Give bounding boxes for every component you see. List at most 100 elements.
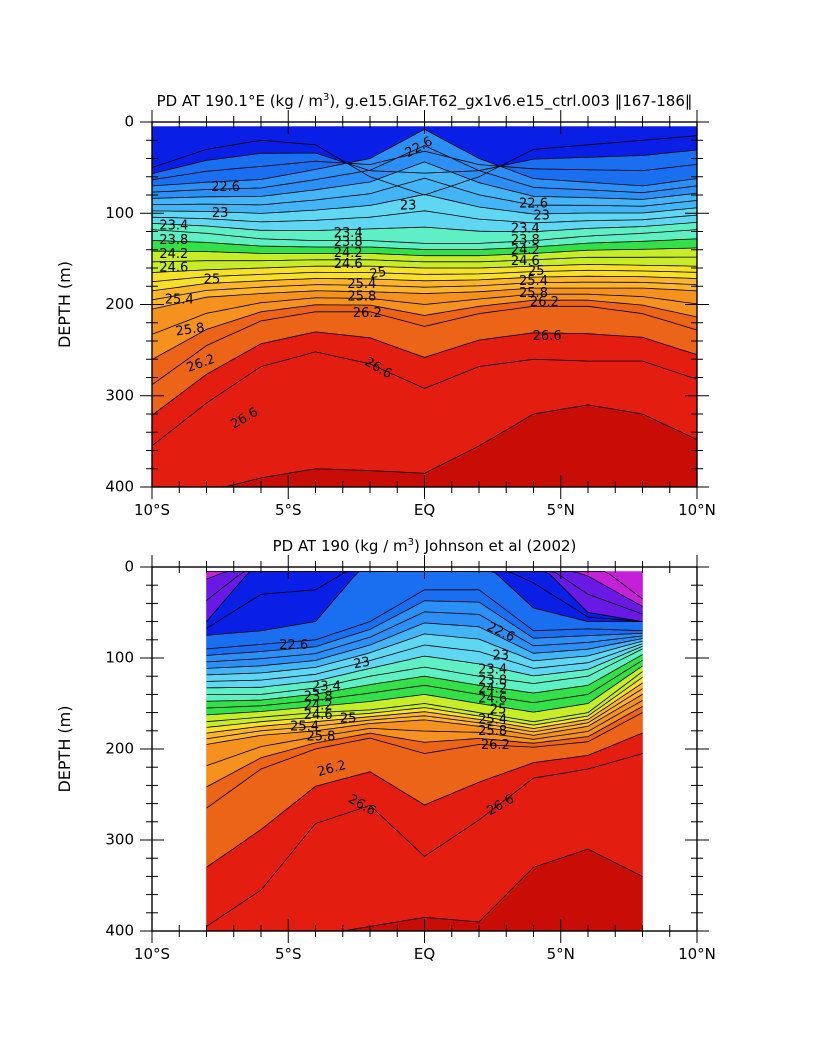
contour-label: 23.4 <box>478 662 507 677</box>
contour-label: 25.8 <box>347 290 376 305</box>
contour-line <box>152 293 697 335</box>
contour-label: 23 <box>533 208 550 223</box>
contour-line <box>152 305 697 386</box>
x-tick-label: 10°S <box>134 945 170 963</box>
contour-label: 26.2 <box>316 758 348 780</box>
contour-line <box>206 659 643 709</box>
contour-label: 23.8 <box>478 673 507 688</box>
x-tick-label: 5°N <box>547 945 575 963</box>
x-tick-label: 5°S <box>275 501 302 519</box>
contour-label: 25.4 <box>290 720 319 735</box>
contour-label: 25.4 <box>519 274 548 289</box>
contour-line <box>206 671 643 723</box>
contour-label: 25 <box>528 264 545 279</box>
contour-label: 23.4 <box>511 221 540 236</box>
contour-line <box>152 222 697 233</box>
contour-label: 22.6 <box>211 180 240 195</box>
contour-line <box>152 275 697 292</box>
contour-line <box>152 247 697 257</box>
contour-line <box>206 676 643 728</box>
contour-line <box>206 753 643 927</box>
x-tick-label: 5°S <box>275 945 302 963</box>
contour-label: 23 <box>400 198 417 213</box>
contour-label: 25.8 <box>519 286 548 301</box>
contour-line <box>206 700 643 767</box>
y-tick-label: 0 <box>124 558 134 576</box>
contour-line <box>152 194 697 215</box>
contour-line <box>152 263 697 273</box>
contour-label: 25.4 <box>165 292 194 307</box>
y-tick-label: 100 <box>105 649 134 667</box>
y-axis-label: DEPTH (m) <box>55 705 74 792</box>
contour-line <box>152 150 697 181</box>
contour-label: 25.8 <box>175 321 206 340</box>
y-tick-label: 200 <box>105 740 134 758</box>
contour-label: 25 <box>204 272 221 287</box>
x-tick-label: 10°N <box>678 945 716 963</box>
contour-line <box>206 643 643 682</box>
plot-area: 22.6 22.623 2323.423.423.823.824.224.224.6… <box>206 571 643 931</box>
contour-line <box>152 331 697 416</box>
y-axis-label: DEPTH (m) <box>55 261 74 348</box>
contour-line <box>152 287 697 310</box>
contour-line <box>206 633 643 676</box>
contour-line <box>152 161 697 200</box>
contour-line <box>152 299 697 360</box>
contour-label: 25.4 <box>347 277 376 292</box>
contour-line <box>206 611 643 663</box>
chart-title: PD AT 190 (kg / m3) Johnson et al (2002) <box>273 537 577 555</box>
contour-line <box>206 712 643 809</box>
contour-line <box>206 622 643 669</box>
y-tick-label: 400 <box>105 478 134 496</box>
contour-line <box>206 589 643 650</box>
contour-label: 24.6 <box>159 261 188 276</box>
chart-title: PD AT 190.1°E (kg / m3), g.e15.GIAF.T62_… <box>157 92 693 111</box>
contour-line <box>206 665 643 716</box>
y-tick-label: 100 <box>105 204 134 222</box>
contour-label: 23 <box>212 206 229 221</box>
y-tick-label: 300 <box>105 831 134 849</box>
contour-label: 25.8 <box>478 724 507 739</box>
contour-label: 25 <box>340 711 357 726</box>
contour-line <box>206 600 643 656</box>
y-tick-label: 300 <box>105 386 134 404</box>
contour-label: 24.6 <box>304 708 333 723</box>
contour-line <box>152 281 697 301</box>
contour-label: 23.8 <box>304 690 333 705</box>
x-tick-label: 10°S <box>134 501 170 519</box>
contour-label: 24.6 <box>511 254 540 269</box>
contour-label: 25 <box>490 702 507 717</box>
contour-line <box>152 135 697 196</box>
y-tick-label: 0 <box>124 113 134 131</box>
x-tick-label: EQ <box>414 501 435 519</box>
contour-label: 26.2 <box>481 738 510 753</box>
contour-label: 25 <box>369 265 388 283</box>
contour-line <box>206 694 643 745</box>
contour-label: 26.2 <box>530 295 559 310</box>
contour-label: 22.6 <box>519 197 548 212</box>
contour-label: 23 <box>493 649 510 664</box>
x-tick-label: 10°N <box>678 501 716 519</box>
contour-label: 23 <box>352 655 371 673</box>
contour-line <box>206 645 643 689</box>
contour-label: 24.2 <box>478 681 507 696</box>
contour-line <box>206 706 643 788</box>
contour-label: 23.4 <box>334 226 363 241</box>
contour-label: 24.2 <box>304 699 333 714</box>
contour-line <box>152 177 697 207</box>
bottom-density-panel: 22.6 22.623 2323.423.423.823.824.224.224.6… <box>55 537 716 963</box>
contour-line <box>152 229 697 244</box>
x-tick-label: 5°N <box>547 501 575 519</box>
contour-line <box>152 149 697 175</box>
contour-line <box>152 145 697 194</box>
y-tick-label: 200 <box>105 295 134 313</box>
contour-label: 24.6 <box>334 257 363 272</box>
contour-line <box>152 210 697 224</box>
contour-line <box>206 732 643 868</box>
contour-label: 25.8 <box>306 730 335 745</box>
contour-label: 24.2 <box>511 243 540 258</box>
contour-label: 23.8 <box>334 235 363 250</box>
